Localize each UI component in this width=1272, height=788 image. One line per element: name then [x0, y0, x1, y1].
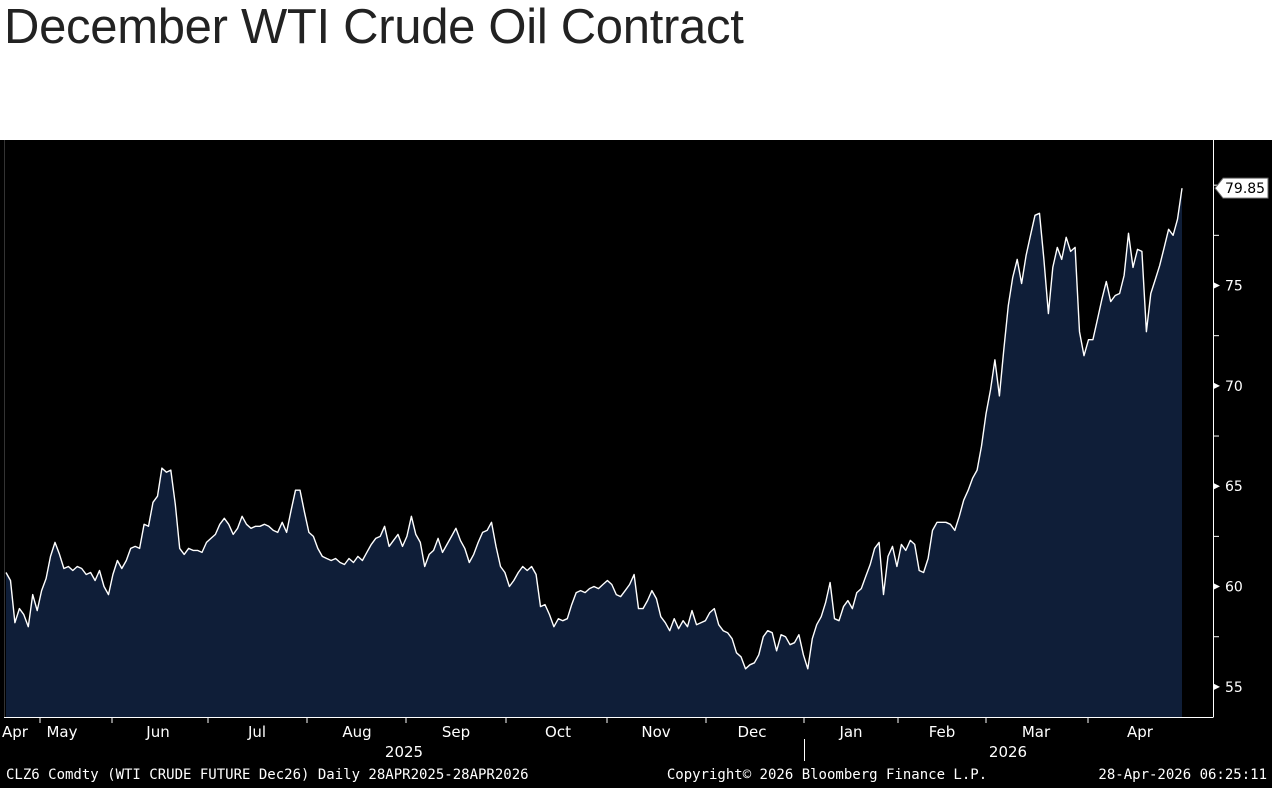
x-month-label: Feb — [929, 723, 956, 741]
y-tick-label: 60 — [1225, 580, 1243, 596]
x-year-label: 2026 — [989, 743, 1027, 761]
chart-container: 55 60 65 70 75 79.85 Apr May Jun Jul Aug Sep Oct Nov D… — [0, 140, 1272, 788]
area-series — [5, 188, 1183, 717]
last-value-label: 79.85 — [1225, 181, 1265, 197]
y-tick-label: 75 — [1225, 279, 1243, 295]
x-month-label: Jul — [247, 723, 266, 741]
x-month-label: Sep — [442, 723, 470, 741]
x-month-label: Apr — [2, 723, 29, 741]
y-tick-marker — [1214, 683, 1220, 690]
y-tick-label: 65 — [1225, 479, 1243, 495]
price-chart: 55 60 65 70 75 79.85 Apr May Jun Jul Aug Sep Oct Nov D… — [0, 140, 1272, 788]
x-month-label: Apr — [1127, 723, 1154, 741]
footer-copyright: Copyright© 2026 Bloomberg Finance L.P. — [667, 767, 987, 783]
y-tick-marker — [1214, 382, 1220, 389]
footer-ticker: CLZ6 Comdty (WTI CRUDE FUTURE Dec26) Dai… — [6, 767, 529, 783]
footer-timestamp: 28-Apr-2026 06:25:11 — [1098, 767, 1267, 783]
y-tick-marker — [1214, 583, 1220, 590]
x-year-label: 2025 — [385, 743, 423, 761]
y-tick-label: 70 — [1225, 379, 1243, 395]
area-fill — [6, 188, 1182, 717]
x-month-label: Mar — [1022, 723, 1051, 741]
x-month-label: Oct — [545, 723, 571, 741]
y-tick-label: 55 — [1225, 680, 1243, 696]
y-tick-marker — [1214, 483, 1220, 490]
x-month-label: Jun — [145, 723, 169, 741]
axes — [4, 140, 1220, 761]
x-month-label: Aug — [342, 723, 371, 741]
x-month-label: May — [46, 723, 77, 741]
last-value-tag — [1214, 177, 1269, 199]
x-month-label: Dec — [737, 723, 766, 741]
y-tick-marker — [1214, 282, 1220, 289]
price-line — [5, 188, 1183, 670]
x-month-label: Jan — [838, 723, 862, 741]
x-month-label: Nov — [641, 723, 670, 741]
page-title: December WTI Crude Oil Contract — [4, 0, 744, 54]
axis-labels: 55 60 65 70 75 79.85 Apr May Jun Jul Aug Sep Oct Nov D… — [2, 177, 1269, 783]
